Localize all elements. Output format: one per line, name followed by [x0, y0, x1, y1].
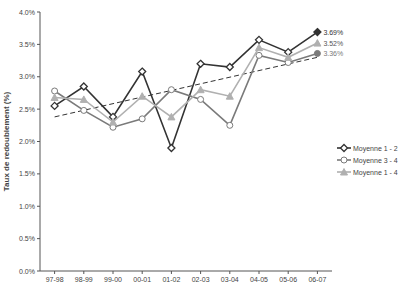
y-tick-label: 0.5% [19, 235, 35, 242]
marker [110, 119, 117, 126]
y-tick-label: 2.0% [19, 138, 35, 145]
x-tick [229, 271, 230, 274]
x-tick [288, 271, 289, 274]
y-tick [37, 271, 40, 272]
y-tick-label: 2.5% [19, 106, 35, 113]
x-tick-label: 98-99 [75, 276, 93, 283]
marker [198, 96, 204, 102]
y-tick-label: 3.0% [19, 73, 35, 80]
marker [168, 113, 175, 120]
x-tick [171, 271, 172, 274]
y-tick [37, 109, 40, 110]
y-tick-label: 0.0% [19, 268, 35, 275]
legend-label: Moyenne 1 - 4 [353, 169, 398, 177]
legend: Moyenne 1 - 2 Moyenne 3 - 4 Moyenne 1 - 4 [337, 145, 398, 177]
y-tick-label: 4.0% [19, 9, 35, 16]
x-tick-label: 04-05 [250, 276, 268, 283]
y-tick [37, 141, 40, 142]
y-tick [37, 206, 40, 207]
marker [139, 116, 145, 122]
marker [80, 96, 87, 103]
marker [81, 107, 87, 113]
annotation: 3.69% [323, 29, 343, 36]
x-tick [259, 271, 260, 274]
marker [256, 52, 262, 58]
marker [139, 93, 146, 100]
marker [314, 50, 320, 56]
x-tick-label: 97-98 [46, 276, 64, 283]
annotation: 3.36% [323, 50, 343, 57]
x-tick [113, 271, 114, 274]
x-tick [317, 271, 318, 274]
x-tick-label: 06-07 [308, 276, 326, 283]
marker [51, 94, 58, 101]
marker [226, 64, 233, 71]
marker [285, 54, 292, 61]
series-line [55, 53, 318, 127]
marker [256, 44, 263, 51]
x-tick-label: 02-03 [192, 276, 210, 283]
x-tick-label: 00-01 [133, 276, 151, 283]
marker [197, 60, 204, 67]
marker [314, 29, 321, 36]
x-tick [200, 271, 201, 274]
y-tick [37, 238, 40, 239]
y-tick-label: 3.5% [19, 41, 35, 48]
legend-marker [341, 157, 347, 163]
y-axis-title: Taux de redoublement (%) [2, 91, 11, 191]
y-tick [37, 173, 40, 174]
legend-marker [341, 145, 348, 152]
marker [314, 40, 321, 47]
y-tick [37, 12, 40, 13]
y-tick [37, 76, 40, 77]
marker [80, 83, 87, 90]
marker [139, 68, 146, 75]
marker [51, 102, 58, 109]
x-tick-label: 05-06 [279, 276, 297, 283]
x-tick [142, 271, 143, 274]
y-tick-label: 1.5% [19, 170, 35, 177]
x-tick-label: 03-04 [221, 276, 239, 283]
y-tick-label: 1.0% [19, 203, 35, 210]
plot-area [51, 29, 321, 152]
marker [197, 86, 204, 93]
chart: 0.0% 0.5% 1.0% 1.5% 2.0% 2.5% 3.0% 3.5% 4.0% 97-9… [0, 0, 399, 289]
series-line [55, 43, 318, 122]
x-tick [83, 271, 84, 274]
y-tick [37, 44, 40, 45]
legend-label: Moyenne 3 - 4 [353, 157, 398, 165]
x-tick-label: 01-02 [162, 276, 180, 283]
annotation: 3.52% [323, 40, 343, 47]
x-tick-label: 99-00 [104, 276, 122, 283]
marker [227, 122, 233, 128]
marker [168, 144, 175, 151]
legend-marker [341, 169, 348, 176]
marker [168, 87, 174, 93]
marker [226, 93, 233, 100]
series-line [55, 32, 318, 148]
legend-label: Moyenne 1 - 2 [353, 145, 398, 153]
x-tick [54, 271, 55, 274]
marker [256, 36, 263, 43]
